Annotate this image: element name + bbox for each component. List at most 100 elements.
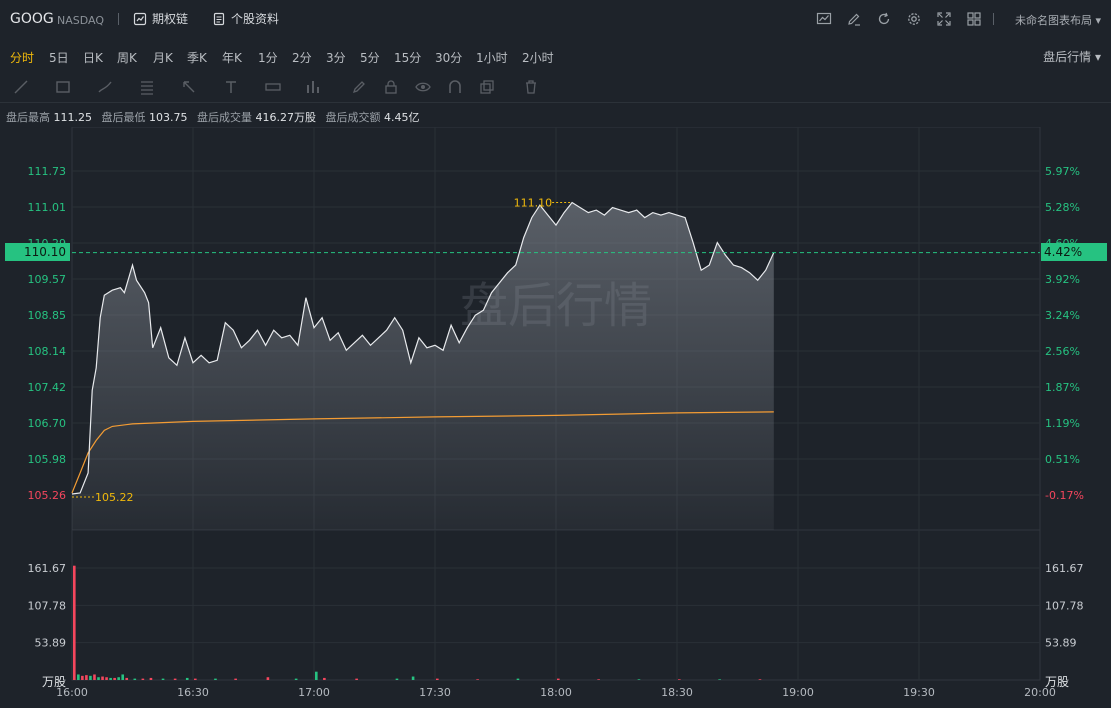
price-area xyxy=(72,202,774,530)
price-tick-label: 106.70 xyxy=(28,417,67,430)
volume-tick-label-left: 107.78 xyxy=(28,599,67,612)
fib-tool-icon[interactable] xyxy=(138,78,156,96)
period-tab-2h[interactable]: 2小时 xyxy=(522,51,554,65)
period-tab-1h[interactable]: 1小时 xyxy=(476,51,508,65)
lock-icon[interactable] xyxy=(382,78,400,96)
volume-tick-label-left: 53.89 xyxy=(35,637,67,650)
volume-bar xyxy=(77,674,80,680)
period-tab-week[interactable]: 周K xyxy=(117,51,137,65)
volume-bar xyxy=(678,679,681,680)
volume-bar xyxy=(476,679,479,680)
volume-bar xyxy=(121,674,124,680)
volume-bar xyxy=(194,678,197,680)
time-tick-label: 19:30 xyxy=(903,686,935,699)
low-label: 盘后最低 xyxy=(101,111,146,124)
drawing-toolbar xyxy=(0,72,1111,103)
price-tick-label: 107.42 xyxy=(28,381,67,394)
measure-tool-icon[interactable] xyxy=(264,78,282,96)
volume-axis-labels: 161.67 161.67 107.78 107.78 53.89 53.89 xyxy=(28,562,1084,650)
text-tool-icon[interactable] xyxy=(222,78,240,96)
period-tab-month[interactable]: 月K xyxy=(153,51,173,65)
period-tab-30m[interactable]: 30分 xyxy=(435,51,463,65)
volume-bar xyxy=(637,679,641,680)
volume-tick-label-right: 161.67 xyxy=(1045,562,1084,575)
percent-tick-label: 2.56% xyxy=(1045,345,1080,358)
volume-bar xyxy=(113,677,116,680)
current-price-badge-left: 110.10 xyxy=(5,243,70,261)
average-price-line xyxy=(71,411,774,494)
volume-bar xyxy=(141,678,145,680)
current-pct-value: 4.42% xyxy=(1044,245,1082,259)
ticker-symbol[interactable]: GOOG xyxy=(10,11,54,27)
volume-bars xyxy=(73,565,762,680)
stock-info-button[interactable]: 个股资料 xyxy=(212,10,279,27)
volume-bar xyxy=(436,678,439,680)
period-tab-year[interactable]: 年K xyxy=(222,51,242,65)
rectangle-tool-icon[interactable] xyxy=(54,78,72,96)
period-tab-quarter[interactable]: 季K xyxy=(187,51,207,65)
volume-bar xyxy=(718,679,721,680)
turnover-value: 4.45亿 xyxy=(384,111,420,124)
volume-unit-left: 万股 xyxy=(42,675,66,689)
divider xyxy=(993,13,994,25)
volume-value: 416.27万股 xyxy=(255,111,317,124)
volume-bar xyxy=(266,677,270,680)
session-selector[interactable]: 盘后行情 ▾ xyxy=(1043,48,1101,65)
divider xyxy=(118,13,119,25)
time-tick-label: 16:00 xyxy=(56,686,88,699)
high-label: 盘后最高 xyxy=(6,111,50,124)
eye-icon[interactable] xyxy=(414,78,432,96)
line-tool-icon[interactable] xyxy=(12,78,30,96)
refresh-icon[interactable] xyxy=(876,11,892,27)
pencil-icon[interactable] xyxy=(350,78,368,96)
session-label: 盘后行情 xyxy=(1043,50,1092,64)
time-tick-label: 19:00 xyxy=(782,686,814,699)
period-tab-3m[interactable]: 3分 xyxy=(326,51,346,65)
volume-bar xyxy=(117,677,120,680)
chevron-down-icon: ▾ xyxy=(1095,14,1101,27)
copy-icon[interactable] xyxy=(478,78,496,96)
options-chain-icon xyxy=(133,12,147,25)
layout-grid-icon[interactable] xyxy=(966,11,982,27)
period-tab-1m[interactable]: 1分 xyxy=(258,51,278,65)
document-icon xyxy=(213,12,225,25)
indicator-icon[interactable] xyxy=(816,11,832,27)
period-tab-2m[interactable]: 2分 xyxy=(292,51,312,65)
period-tab-intraday[interactable]: 分时 xyxy=(10,51,35,65)
volume-bar xyxy=(109,677,112,680)
arrow-tool-icon[interactable] xyxy=(180,78,198,96)
volume-bar xyxy=(294,678,298,680)
percent-tick-label: 1.19% xyxy=(1045,417,1080,430)
layout-name: 未命名图表布局 xyxy=(1014,14,1092,27)
time-axis-labels: 16:00 16:30 17:00 17:30 18:00 18:30 19:00 19:30… xyxy=(56,686,1056,699)
turnover-label: 盘后成交额 xyxy=(325,111,381,124)
bars-tool-icon[interactable] xyxy=(304,78,322,96)
volume-bar xyxy=(85,675,88,680)
volume-bar xyxy=(355,678,358,680)
options-chain-button[interactable]: 期权链 xyxy=(133,10,188,27)
low-marker: 105.22 xyxy=(72,491,134,504)
time-tick-label: 20:00 xyxy=(1024,686,1056,699)
fullscreen-icon[interactable] xyxy=(936,11,952,27)
layout-selector[interactable]: 未命名图表布局 ▾ xyxy=(1015,12,1101,28)
current-pct-badge-bg xyxy=(1041,243,1107,261)
gear-icon[interactable] xyxy=(906,11,922,27)
volume-bar xyxy=(81,675,84,680)
trash-icon[interactable] xyxy=(522,78,540,96)
price-tick-label: 111.73 xyxy=(28,165,67,178)
time-tick-label: 16:30 xyxy=(177,686,209,699)
period-tab-5d[interactable]: 5日 xyxy=(49,51,69,65)
price-tick-label: 105.98 xyxy=(28,453,67,466)
price-tick-label: 108.14 xyxy=(28,345,67,358)
period-tab-day[interactable]: 日K xyxy=(83,51,103,65)
edit-icon[interactable] xyxy=(846,11,862,27)
magnet-icon[interactable] xyxy=(446,78,464,96)
intraday-chart[interactable]: 盘后行情 111.10 105.22 111.73111.01110.29109… xyxy=(0,127,1111,708)
price-tick-label: 109.57 xyxy=(28,273,67,286)
period-tab-5m[interactable]: 5分 xyxy=(360,51,380,65)
price-axis-labels: 111.73111.01110.29109.57108.85108.14107.… xyxy=(28,165,67,502)
period-tab-15m[interactable]: 15分 xyxy=(394,51,422,65)
volume-bar xyxy=(214,678,217,680)
brush-tool-icon[interactable] xyxy=(96,78,114,96)
volume-bar xyxy=(101,676,104,680)
